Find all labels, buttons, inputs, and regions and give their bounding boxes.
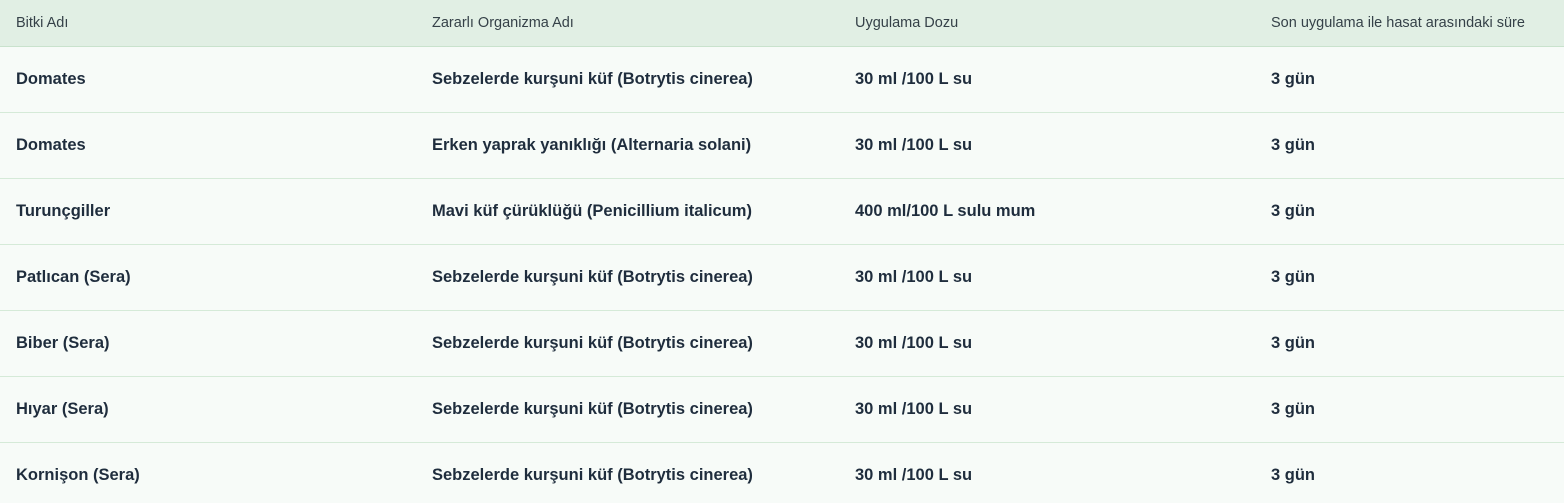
- column-header-harmful-organism: Zararlı Organizma Adı: [432, 15, 574, 31]
- cell-plant-name: Biber (Sera): [16, 334, 110, 352]
- cell-harmful-organism: Erken yaprak yanıklığı (Alternaria solan…: [432, 136, 752, 154]
- cell-application-dose: 400 ml/100 L sulu mum: [855, 202, 1036, 220]
- cell-plant-name: Kornişon (Sera): [16, 466, 140, 484]
- cell-harmful-organism: Sebzelerde kurşuni küf (Botrytis cinerea…: [432, 334, 753, 352]
- cell-preharvest-interval: 3 gün: [1271, 334, 1315, 352]
- cell-preharvest-interval: 3 gün: [1271, 202, 1315, 220]
- cell-plant-name: Turunçgiller: [16, 202, 111, 220]
- table-header-row: Bitki Adı Zararlı Organizma Adı Uygulama…: [0, 0, 1564, 47]
- table-row: Kornişon (Sera) Sebzelerde kurşuni küf (…: [0, 443, 1564, 503]
- table-row: Domates Sebzelerde kurşuni küf (Botrytis…: [0, 47, 1564, 113]
- cell-harmful-organism: Sebzelerde kurşuni küf (Botrytis cinerea…: [432, 400, 753, 418]
- table-row: Hıyar (Sera) Sebzelerde kurşuni küf (Bot…: [0, 377, 1564, 443]
- cell-harmful-organism: Mavi küf çürüklüğü (Penicillium italicum…: [432, 202, 752, 220]
- cell-application-dose: 30 ml /100 L su: [855, 334, 973, 352]
- column-header-application-dose: Uygulama Dozu: [855, 15, 959, 31]
- cell-preharvest-interval: 3 gün: [1271, 136, 1315, 154]
- column-header-plant-name: Bitki Adı: [16, 15, 69, 31]
- table-row: Biber (Sera) Sebzelerde kurşuni küf (Bot…: [0, 311, 1564, 377]
- cell-application-dose: 30 ml /100 L su: [855, 70, 973, 88]
- table-row: Patlıcan (Sera) Sebzelerde kurşuni küf (…: [0, 245, 1564, 311]
- cell-plant-name: Domates: [16, 70, 86, 88]
- cell-plant-name: Patlıcan (Sera): [16, 268, 131, 286]
- cell-harmful-organism: Sebzelerde kurşuni küf (Botrytis cinerea…: [432, 466, 753, 484]
- cell-plant-name: Domates: [16, 136, 86, 154]
- cell-application-dose: 30 ml /100 L su: [855, 136, 973, 154]
- table-row: Turunçgiller Mavi küf çürüklüğü (Penicil…: [0, 179, 1564, 245]
- cell-application-dose: 30 ml /100 L su: [855, 466, 973, 484]
- cell-plant-name: Hıyar (Sera): [16, 400, 109, 418]
- table-row: Domates Erken yaprak yanıklığı (Alternar…: [0, 113, 1564, 179]
- cell-harmful-organism: Sebzelerde kurşuni küf (Botrytis cinerea…: [432, 268, 753, 286]
- cell-application-dose: 30 ml /100 L su: [855, 268, 973, 286]
- cell-preharvest-interval: 3 gün: [1271, 466, 1315, 484]
- cell-preharvest-interval: 3 gün: [1271, 268, 1315, 286]
- cell-preharvest-interval: 3 gün: [1271, 70, 1315, 88]
- cell-harmful-organism: Sebzelerde kurşuni küf (Botrytis cinerea…: [432, 70, 753, 88]
- cell-preharvest-interval: 3 gün: [1271, 400, 1315, 418]
- column-header-preharvest-interval: Son uygulama ile hasat arasındaki süre: [1271, 15, 1525, 31]
- table-body: Domates Sebzelerde kurşuni küf (Botrytis…: [0, 47, 1564, 503]
- cell-application-dose: 30 ml /100 L su: [855, 400, 973, 418]
